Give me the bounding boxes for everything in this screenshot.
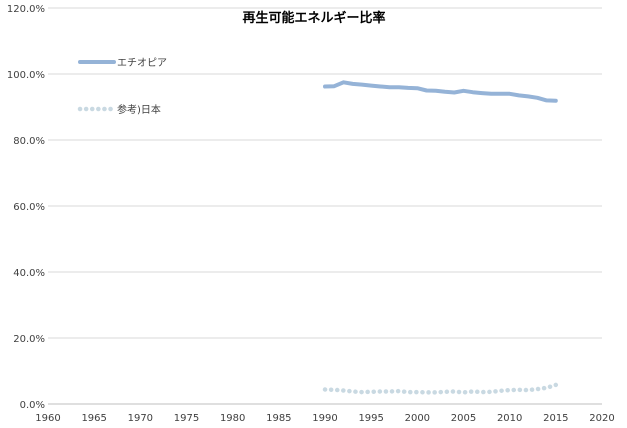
y-tick-label: 60.0% [13,202,45,213]
legend-label-ethiopia: エチオピア [117,57,167,69]
y-tick-label: 0.0% [20,400,45,411]
y-tick-label: 40.0% [13,268,45,279]
y-tick-label: 20.0% [13,334,45,345]
x-tick-label: 2020 [589,413,614,424]
chart-title: 再生可能エネルギー比率 [242,10,385,26]
y-tick-label: 100.0% [7,70,45,81]
legend: エチオピア 参考)日本 [77,57,167,116]
legend-label-japan: 参考)日本 [117,103,161,116]
x-tick-label: 1965 [81,413,106,424]
x-tick-label: 1980 [220,413,245,424]
y-tick-label: 80.0% [13,136,45,147]
series-line-ethiopia [323,80,558,103]
x-axis-ticks: 1960 1965 1970 1975 1980 1985 1990 1995 2000 2005… [35,413,614,424]
y-tick-label: 120.0% [7,4,45,15]
series-lines [322,80,559,395]
x-tick-label: 1970 [128,413,153,424]
x-tick-label: 2015 [543,413,568,424]
x-tick-label: 2010 [497,413,522,424]
x-tick-label: 2005 [451,413,476,424]
x-tick-label: 1960 [35,413,60,424]
x-tick-label: 1985 [266,413,291,424]
x-tick-label: 1995 [358,413,383,424]
series-line-japan [322,382,559,395]
y-axis-ticks: 0.0% 20.0% 40.0% 60.0% 80.0% 100.0% 120.0% [7,4,45,411]
x-tick-label: 1975 [174,413,199,424]
x-tick-label: 1990 [312,413,337,424]
x-tick-label: 2000 [405,413,430,424]
gridlines [48,7,602,405]
